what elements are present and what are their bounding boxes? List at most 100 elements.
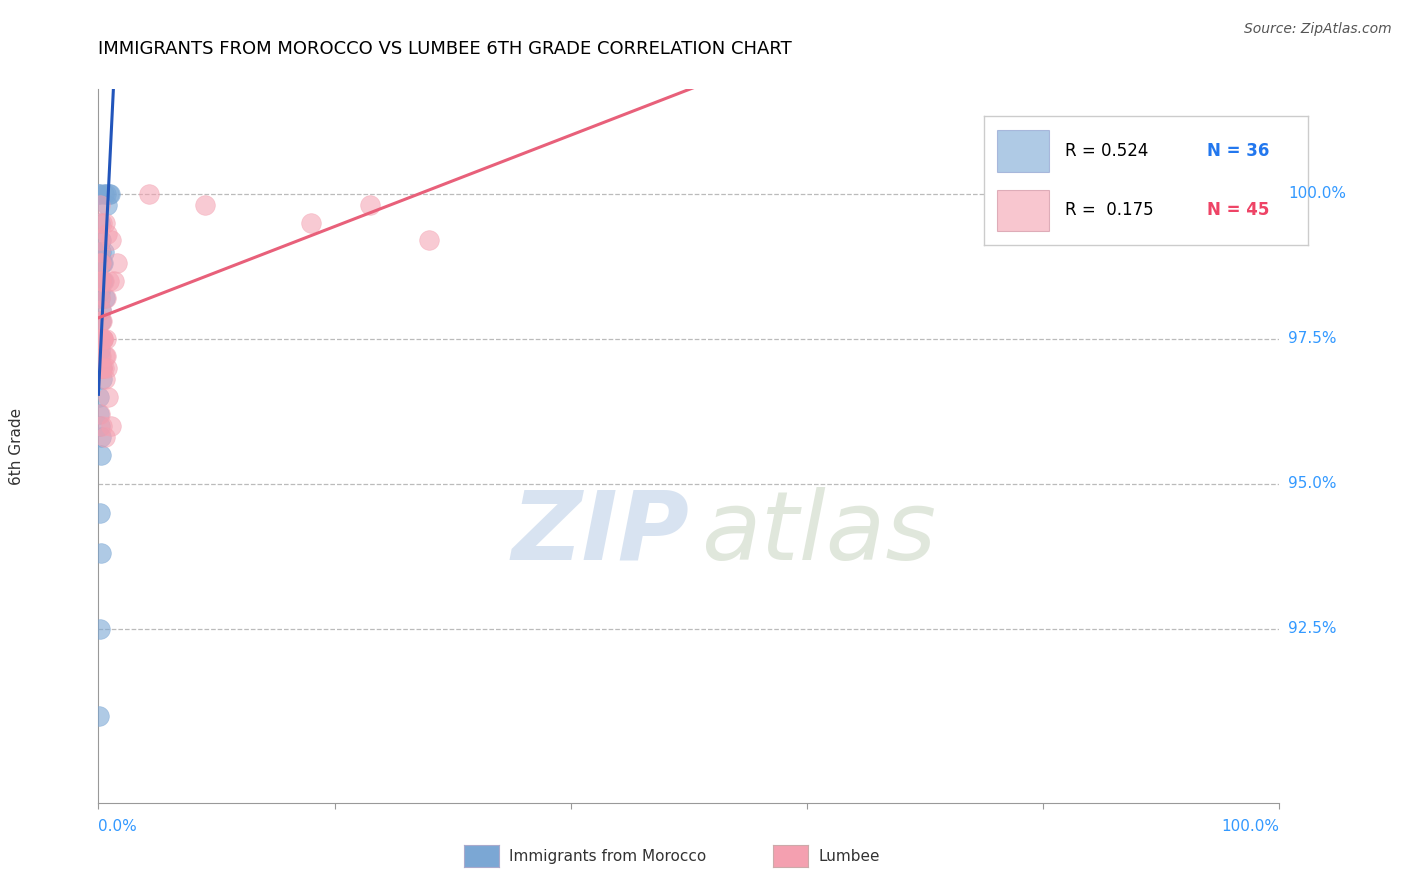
Text: 95.0%: 95.0% <box>1288 476 1336 491</box>
Point <box>90 274 112 288</box>
Point <box>94 216 117 230</box>
Point <box>90 314 112 328</box>
Point <box>94 291 117 305</box>
Text: R = 0.524: R = 0.524 <box>1066 142 1149 160</box>
Point <box>87 390 110 404</box>
Point <box>91 274 114 288</box>
Text: 0.0%: 0.0% <box>98 819 138 834</box>
Point <box>89 332 111 346</box>
Point <box>93 360 115 375</box>
Point <box>91 360 114 375</box>
Point <box>100 233 122 247</box>
Text: 97.5%: 97.5% <box>1288 331 1336 346</box>
Point <box>94 349 117 363</box>
Point <box>100 418 122 433</box>
Point <box>90 244 112 259</box>
Point <box>89 256 111 270</box>
Point <box>96 360 118 375</box>
Point <box>94 430 117 444</box>
Point <box>90 274 112 288</box>
Point <box>93 244 115 259</box>
Point <box>90 233 112 247</box>
Point <box>94 372 117 386</box>
Point <box>87 274 110 288</box>
Text: R =  0.175: R = 0.175 <box>1066 202 1154 219</box>
Point <box>90 546 112 560</box>
Point <box>90 314 112 328</box>
Point <box>90 302 112 317</box>
Point <box>90 448 112 462</box>
Text: 100.0%: 100.0% <box>1288 186 1346 201</box>
Point <box>359 198 381 212</box>
Point <box>89 244 111 259</box>
Point <box>94 291 117 305</box>
Point <box>98 274 121 288</box>
Point <box>90 360 112 375</box>
Point <box>91 256 114 270</box>
Point <box>98 186 121 201</box>
Point <box>90 332 112 346</box>
Text: IMMIGRANTS FROM MOROCCO VS LUMBEE 6TH GRADE CORRELATION CHART: IMMIGRANTS FROM MOROCCO VS LUMBEE 6TH GR… <box>98 40 792 58</box>
Text: ZIP: ZIP <box>510 486 689 580</box>
Point <box>91 360 114 375</box>
Point <box>93 274 115 288</box>
Point <box>97 390 120 404</box>
Point <box>89 244 111 259</box>
Point <box>89 506 111 520</box>
Point <box>89 343 111 358</box>
Point <box>90 302 112 317</box>
Text: atlas: atlas <box>700 486 936 580</box>
Point <box>89 407 111 421</box>
Text: N = 45: N = 45 <box>1208 202 1270 219</box>
Point <box>94 349 117 363</box>
Point <box>91 314 114 328</box>
Point <box>89 285 111 300</box>
Bar <box>997 190 1049 231</box>
Text: Immigrants from Morocco: Immigrants from Morocco <box>509 849 706 863</box>
Point <box>89 622 111 636</box>
Point <box>90 349 112 363</box>
Point <box>89 216 111 230</box>
Point <box>89 291 111 305</box>
Point <box>93 186 115 201</box>
Point <box>87 708 110 723</box>
Point <box>96 198 118 212</box>
Point <box>94 332 117 346</box>
Point <box>94 186 117 201</box>
Point <box>91 332 114 346</box>
Point <box>89 418 111 433</box>
Point <box>89 233 111 247</box>
Text: 100.0%: 100.0% <box>1222 819 1279 834</box>
Text: Source: ZipAtlas.com: Source: ZipAtlas.com <box>1244 22 1392 37</box>
Text: Lumbee: Lumbee <box>818 849 880 863</box>
Point <box>89 349 111 363</box>
Point <box>87 186 110 201</box>
Point <box>91 418 114 433</box>
Point <box>91 216 114 230</box>
Point <box>90 360 112 375</box>
Text: N = 36: N = 36 <box>1208 142 1270 160</box>
Point <box>89 198 111 212</box>
Point <box>194 198 217 212</box>
Point <box>90 256 112 270</box>
Point <box>90 430 112 444</box>
Text: 6th Grade: 6th Grade <box>10 408 24 484</box>
Point <box>90 372 112 386</box>
Text: 92.5%: 92.5% <box>1288 621 1336 636</box>
Point <box>91 332 114 346</box>
Point <box>96 227 118 242</box>
Point <box>91 332 114 346</box>
Point <box>138 186 160 201</box>
Point <box>89 186 111 201</box>
Point <box>89 332 111 346</box>
Point <box>98 186 121 201</box>
Point <box>89 407 111 421</box>
Point <box>91 360 114 375</box>
Point <box>299 216 322 230</box>
Point <box>105 256 128 270</box>
Bar <box>997 130 1049 171</box>
Point <box>418 233 440 247</box>
Point <box>91 256 114 270</box>
Point <box>89 291 111 305</box>
Point <box>103 274 125 288</box>
